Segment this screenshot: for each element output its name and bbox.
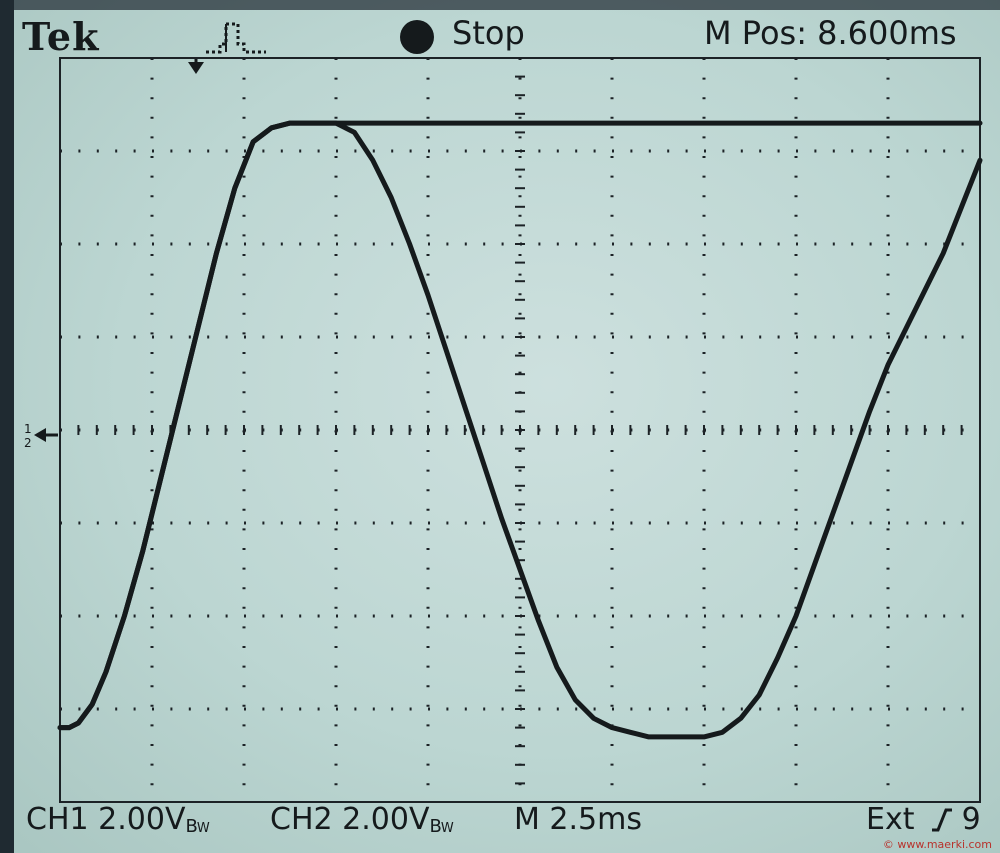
- svg-text:1: 1: [24, 422, 32, 436]
- waveform-trace-ch2: [57, 120, 983, 740]
- bezel-top: [0, 0, 1000, 10]
- ch1-bandwidth-limit: BW: [185, 816, 209, 837]
- main-position-readout: M Pos: 8.600ms: [704, 14, 957, 52]
- ch2-scale-readout: CH2 2.00VBW: [270, 802, 454, 837]
- ch1-volts-per-div: 2.00V: [98, 802, 186, 837]
- run-state-label: Stop: [452, 14, 525, 52]
- watermark: © www.maerki.com: [882, 838, 992, 851]
- trigger-pulse-icon: [206, 22, 266, 54]
- trigger-source: Ext: [866, 802, 915, 837]
- brand-logo: Tek: [22, 14, 100, 59]
- waveform-traces: [57, 120, 983, 740]
- ch1-scale-readout: CH1 2.00VBW: [26, 802, 210, 837]
- trigger-level-partial: 9: [961, 802, 981, 837]
- ch2-volts-per-div: 2.00V: [342, 802, 430, 837]
- stop-dot-icon: [400, 20, 434, 54]
- channel-ground-marker-icon: 1 2: [24, 422, 58, 450]
- ch2-bandwidth-limit: BW: [429, 816, 453, 837]
- bezel-left: [0, 0, 14, 853]
- ch2-label: CH2: [270, 802, 333, 837]
- rising-slope-icon: [932, 808, 953, 832]
- ch1-label: CH1: [26, 802, 89, 837]
- status-footer: CH1 2.00VBW CH2 2.00VBW M 2.5ms Ext 9 © …: [0, 798, 1000, 853]
- status-header: Tek Stop M Pos: 8.600ms: [14, 6, 1000, 59]
- trigger-readout: Ext 9: [866, 802, 981, 837]
- svg-text:2: 2: [24, 436, 32, 450]
- timebase-readout: M 2.5ms: [514, 802, 642, 837]
- graticule-grid: [59, 57, 981, 803]
